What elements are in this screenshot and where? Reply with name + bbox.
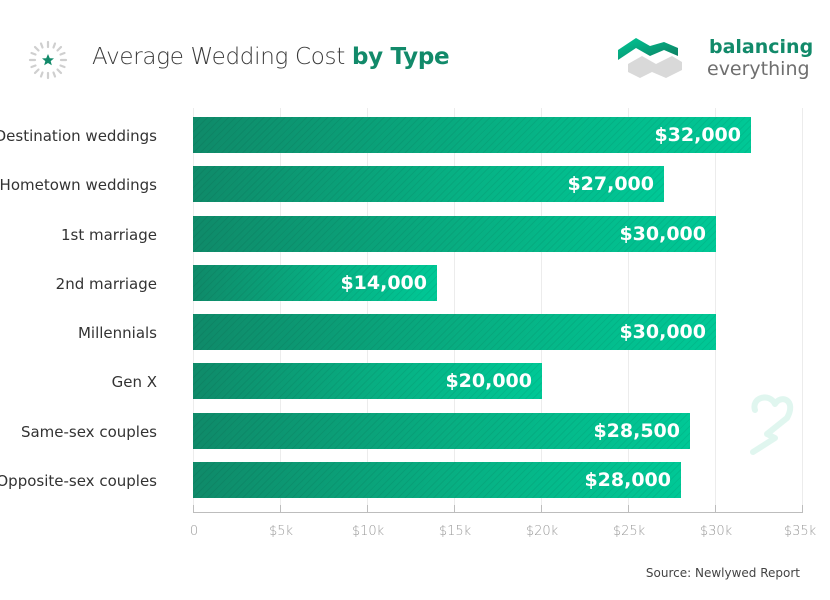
bar-value-label: $20,000 [445,370,532,392]
title-main: Average Wedding Cost [92,44,352,70]
bar-destination-weddings[interactable]: $32,000 [193,117,751,153]
x-tick [715,505,716,513]
bar-hometown-weddings[interactable]: $27,000 [193,166,664,202]
x-tick-label: $30k [699,524,733,539]
logo-text-everything: everything [707,58,810,80]
gridline [628,108,629,512]
bar-gen-x[interactable]: $20,000 [193,363,542,399]
category-label: 2nd marriage [55,275,157,293]
bar-millennials[interactable]: $30,000 [193,314,716,350]
bar-2nd-marriage[interactable]: $14,000 [193,265,437,301]
x-tick-label: 0 [189,524,199,539]
x-tick-label: $35k [783,524,817,539]
gridline [193,108,194,512]
category-label: Gen X [111,373,157,391]
x-axis-line [193,512,803,513]
bar-value-label: $28,500 [593,420,680,442]
sparkle-star-icon [28,40,68,80]
source-note: Source: Newlywed Report [645,566,800,580]
x-tick-label: $10k [351,524,385,539]
brand-logo: balancing everything [612,34,814,84]
bar-value-label: $30,000 [619,223,706,245]
x-tick [454,505,455,513]
heart-watermark-icon [750,394,794,455]
x-tick-label: $20k [525,524,559,539]
gridline [715,108,716,512]
category-label: Millennials [77,324,157,342]
bar-chart-plot: $32,000 $27,000 $30,000 $14,000 $30,000 … [0,108,803,513]
category-label: Opposite-sex couples [0,472,157,490]
x-tick-label: $15k [438,524,472,539]
gridline [541,108,542,512]
x-tick [193,505,194,513]
category-label: Destination weddings [0,127,157,145]
bar-value-label: $14,000 [340,272,427,294]
gridline [454,108,455,512]
logo-text-balancing: balancing [709,36,814,58]
x-tick [628,505,629,513]
bar-value-label: $30,000 [619,321,706,343]
x-tick [802,505,803,513]
category-label: 1st marriage [61,226,157,244]
bar-value-label: $32,000 [654,124,741,146]
x-tick-label: $25k [612,524,646,539]
logo-mark-icon [618,38,682,78]
bar-opposite-sex-couples[interactable]: $28,000 [193,462,681,498]
category-label: Hometown weddings [0,176,157,194]
category-label: Same-sex couples [20,423,157,441]
gridline [802,108,803,512]
gridline [367,108,368,512]
bar-value-label: $27,000 [567,173,654,195]
x-tick-label: $5k [268,524,294,539]
x-tick [367,505,368,513]
title-accent: by Type [351,44,450,70]
bar-same-sex-couples[interactable]: $28,500 [193,413,690,449]
x-tick [541,505,542,513]
gridline [280,108,281,512]
bar-1st-marriage[interactable]: $30,000 [193,216,716,252]
chart-title: Average Wedding Cost by Type [92,44,450,70]
bar-value-label: $28,000 [584,469,671,491]
x-tick [280,505,281,513]
